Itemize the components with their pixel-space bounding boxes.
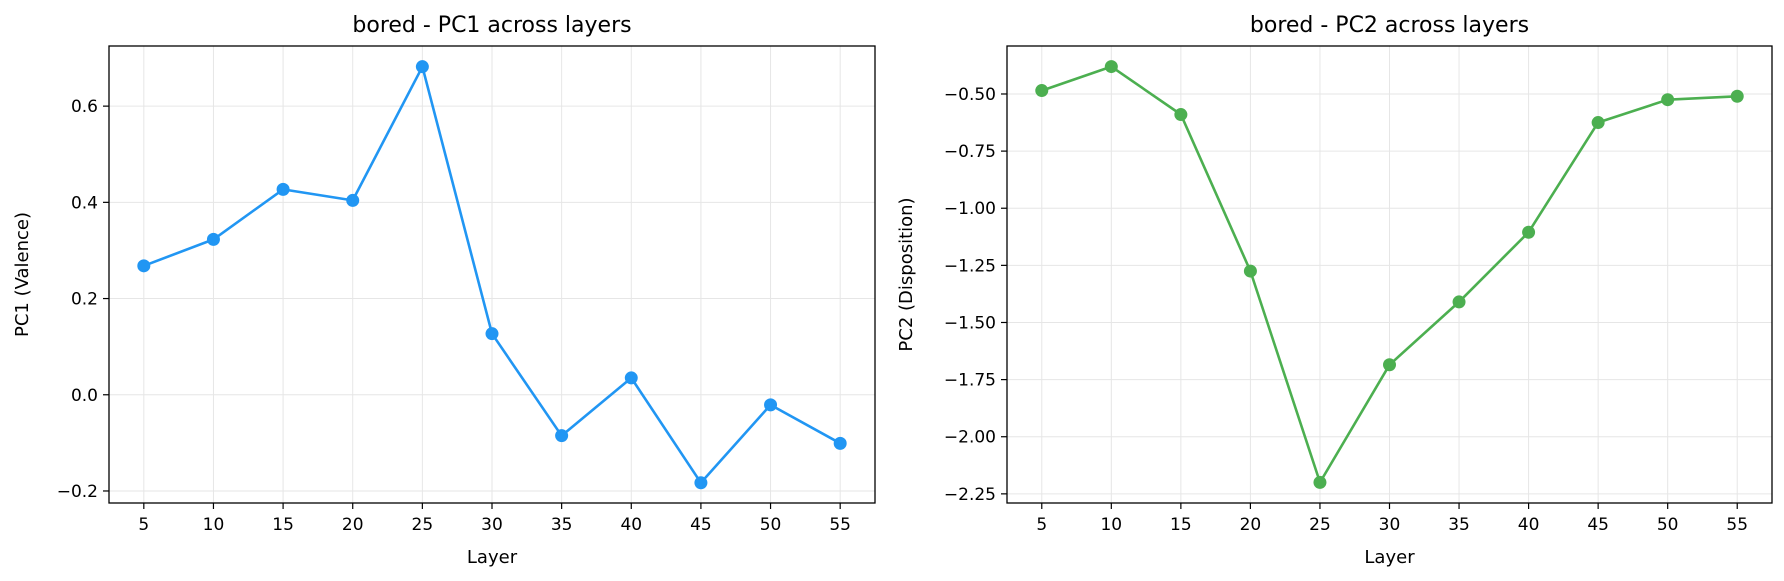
pc2-grid (1007, 46, 1772, 503)
pc2-y-tick-label: −0.50 (944, 85, 996, 105)
pc1-x-tick-label: 40 (620, 515, 642, 535)
pc2-chart: 5 10 15 20 25 30 35 40 45 50 55 −2.25 −2.00 −1.75 −1.5… (896, 13, 1773, 568)
pc1-x-tick-label: 55 (829, 515, 851, 535)
pc2-series (1035, 60, 1744, 489)
pc2-y-tick-label: −1.25 (944, 256, 996, 276)
pc2-x-tick-label: 45 (1587, 515, 1609, 535)
pc1-data-point (206, 232, 220, 246)
pc1-y-tick-label: 0.2 (71, 290, 98, 310)
pc1-data-point (624, 371, 638, 385)
pc2-data-point (1591, 116, 1605, 130)
pc1-x-tick-label: 15 (272, 515, 294, 535)
pc2-data-point (1452, 295, 1466, 309)
pc1-x-tick-label: 50 (760, 515, 782, 535)
pc1-x-tick-label: 25 (412, 515, 434, 535)
pc2-x-tick-label: 15 (1170, 515, 1192, 535)
pc2-x-tick-label: 55 (1726, 515, 1748, 535)
pc1-data-point (555, 429, 569, 443)
pc2-data-point (1730, 89, 1744, 103)
pc1-grid (109, 46, 875, 503)
pc2-y-tick-label: −2.00 (944, 428, 996, 448)
pc2-y-tick-label: −1.50 (944, 313, 996, 333)
pc1-data-point (764, 398, 778, 412)
pc1-data-point (485, 327, 499, 341)
pc1-chart: 5 10 15 20 25 30 35 40 45 50 55 −0.2 0.0 0.2 0.4 0.6 bo… (12, 13, 876, 568)
pc2-data-point (1383, 358, 1396, 372)
pc2-data-point (1174, 108, 1188, 122)
pc2-data-point (1243, 264, 1257, 278)
pc1-y-tick-label: 0.0 (71, 386, 98, 406)
pc1-x-axis-label: Layer (467, 547, 518, 568)
pc2-data-point (1661, 93, 1675, 107)
pc2-data-point (1104, 60, 1118, 74)
pc1-x-tick-label: 5 (138, 515, 149, 535)
pc2-x-axis-label: Layer (1364, 547, 1415, 568)
pc1-x-tick-label: 20 (342, 515, 364, 535)
pc2-x-tick-label: 50 (1657, 515, 1679, 535)
pc2-data-point (1522, 225, 1536, 239)
pc2-x-tick-label: 20 (1240, 515, 1262, 535)
pc1-chart-title: bored - PC1 across layers (352, 13, 631, 38)
pc1-data-point (137, 259, 151, 273)
pc2-x-tick-label: 30 (1379, 515, 1401, 535)
pc1-data-point (833, 436, 847, 450)
pc1-x-tick-label: 10 (203, 515, 225, 535)
pc2-x-tick-label: 5 (1036, 515, 1047, 535)
pc2-y-tick-label: −0.75 (944, 142, 996, 162)
pc2-y-axis-label: PC2 (Disposition) (896, 197, 917, 351)
pc2-data-point (1313, 475, 1327, 489)
pc1-x-tick-label: 35 (551, 515, 573, 535)
pc1-y-tick-label: 0.4 (71, 193, 98, 213)
pc1-x-tick-label: 45 (690, 515, 712, 535)
pc1-data-point (346, 193, 360, 207)
pc2-x-tick-label: 25 (1309, 515, 1331, 535)
pc2-chart-title: bored - PC2 across layers (1250, 13, 1529, 38)
pc1-ticks: 5 10 15 20 25 30 35 40 45 50 55 −0.2 0.0 0.2 0.4 0.6 (57, 97, 851, 535)
pc1-y-axis-label: PC1 (Valence) (12, 212, 33, 337)
pc2-data-point (1035, 84, 1049, 98)
pc2-x-tick-label: 10 (1100, 515, 1122, 535)
pc1-data-point (415, 60, 429, 74)
pc1-data-point (276, 182, 290, 196)
pc1-y-tick-label: 0.6 (71, 97, 98, 117)
pc2-x-tick-label: 35 (1448, 515, 1470, 535)
pc2-ticks: 5 10 15 20 25 30 35 40 45 50 55 −2.25 −2.00 −1.75 −1.5… (944, 85, 1748, 535)
pc2-y-tick-label: −1.00 (944, 199, 996, 219)
pc1-data-point (694, 476, 708, 490)
pc1-series (137, 60, 847, 490)
pc1-x-tick-label: 30 (481, 515, 503, 535)
pc2-x-tick-label: 40 (1518, 515, 1540, 535)
pc2-y-tick-label: −1.75 (944, 371, 996, 391)
pc2-y-tick-label: −2.25 (944, 485, 996, 505)
pc1-y-tick-label: −0.2 (57, 482, 98, 502)
